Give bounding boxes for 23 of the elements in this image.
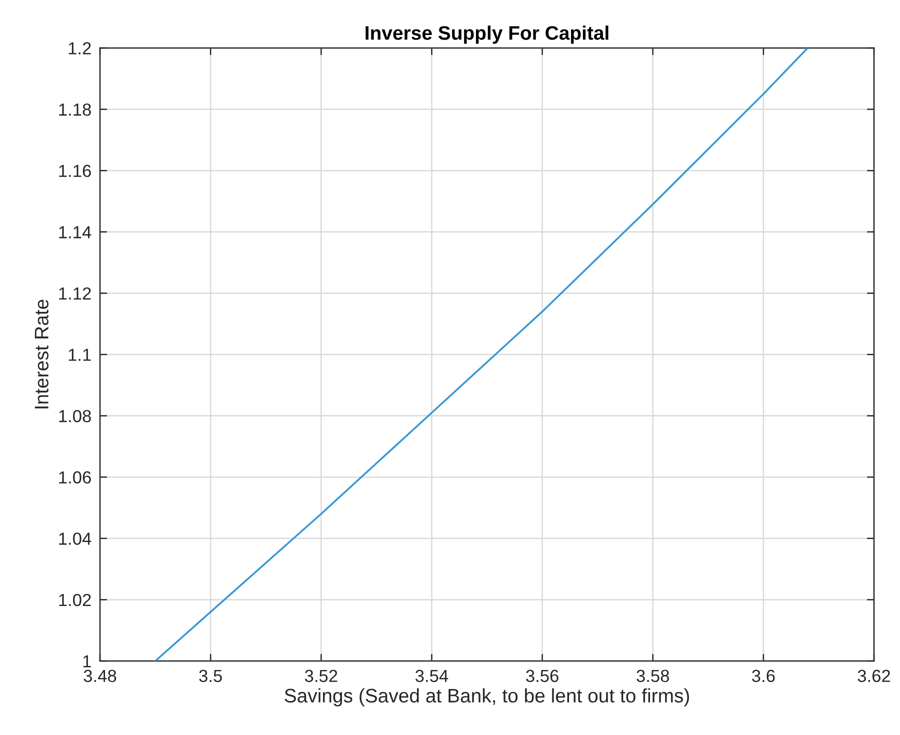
y-tick-label: 1.06 bbox=[59, 471, 91, 484]
x-tick-label: 3.6 bbox=[752, 670, 775, 682]
y-tick-label: 1.02 bbox=[59, 594, 91, 606]
y-tick-label: 1.16 bbox=[59, 164, 91, 178]
line-series bbox=[154, 48, 809, 661]
y-tick-label: 1 bbox=[83, 655, 91, 668]
y-tick-label: 1.1 bbox=[68, 348, 91, 361]
y-tick-label: 1.08 bbox=[59, 410, 91, 422]
y-tick-label: 1.18 bbox=[59, 103, 91, 116]
y-tick-label: 1.2 bbox=[68, 42, 91, 54]
x-tick-label: 3.62 bbox=[858, 670, 890, 682]
x-tick-label: 3.52 bbox=[304, 670, 338, 682]
y-tick-label: 1.14 bbox=[59, 226, 92, 238]
x-tick-label: 3.56 bbox=[526, 670, 558, 682]
chart-title: Inverse Supply For Capital bbox=[366, 26, 608, 44]
x-tick-label: 3.48 bbox=[84, 670, 116, 682]
x-tick-label: 3.58 bbox=[636, 670, 669, 682]
y-tick-label: 1.04 bbox=[59, 532, 92, 545]
y-axis-title: Interest Rate bbox=[34, 300, 48, 408]
x-tick-label: 3.54 bbox=[415, 670, 448, 682]
y-tick-label: 1.12 bbox=[59, 287, 91, 300]
x-tick-label: 3.5 bbox=[199, 670, 222, 682]
x-axis-title: Savings (Saved at Bank, to be lent out to firms) bbox=[284, 688, 689, 706]
